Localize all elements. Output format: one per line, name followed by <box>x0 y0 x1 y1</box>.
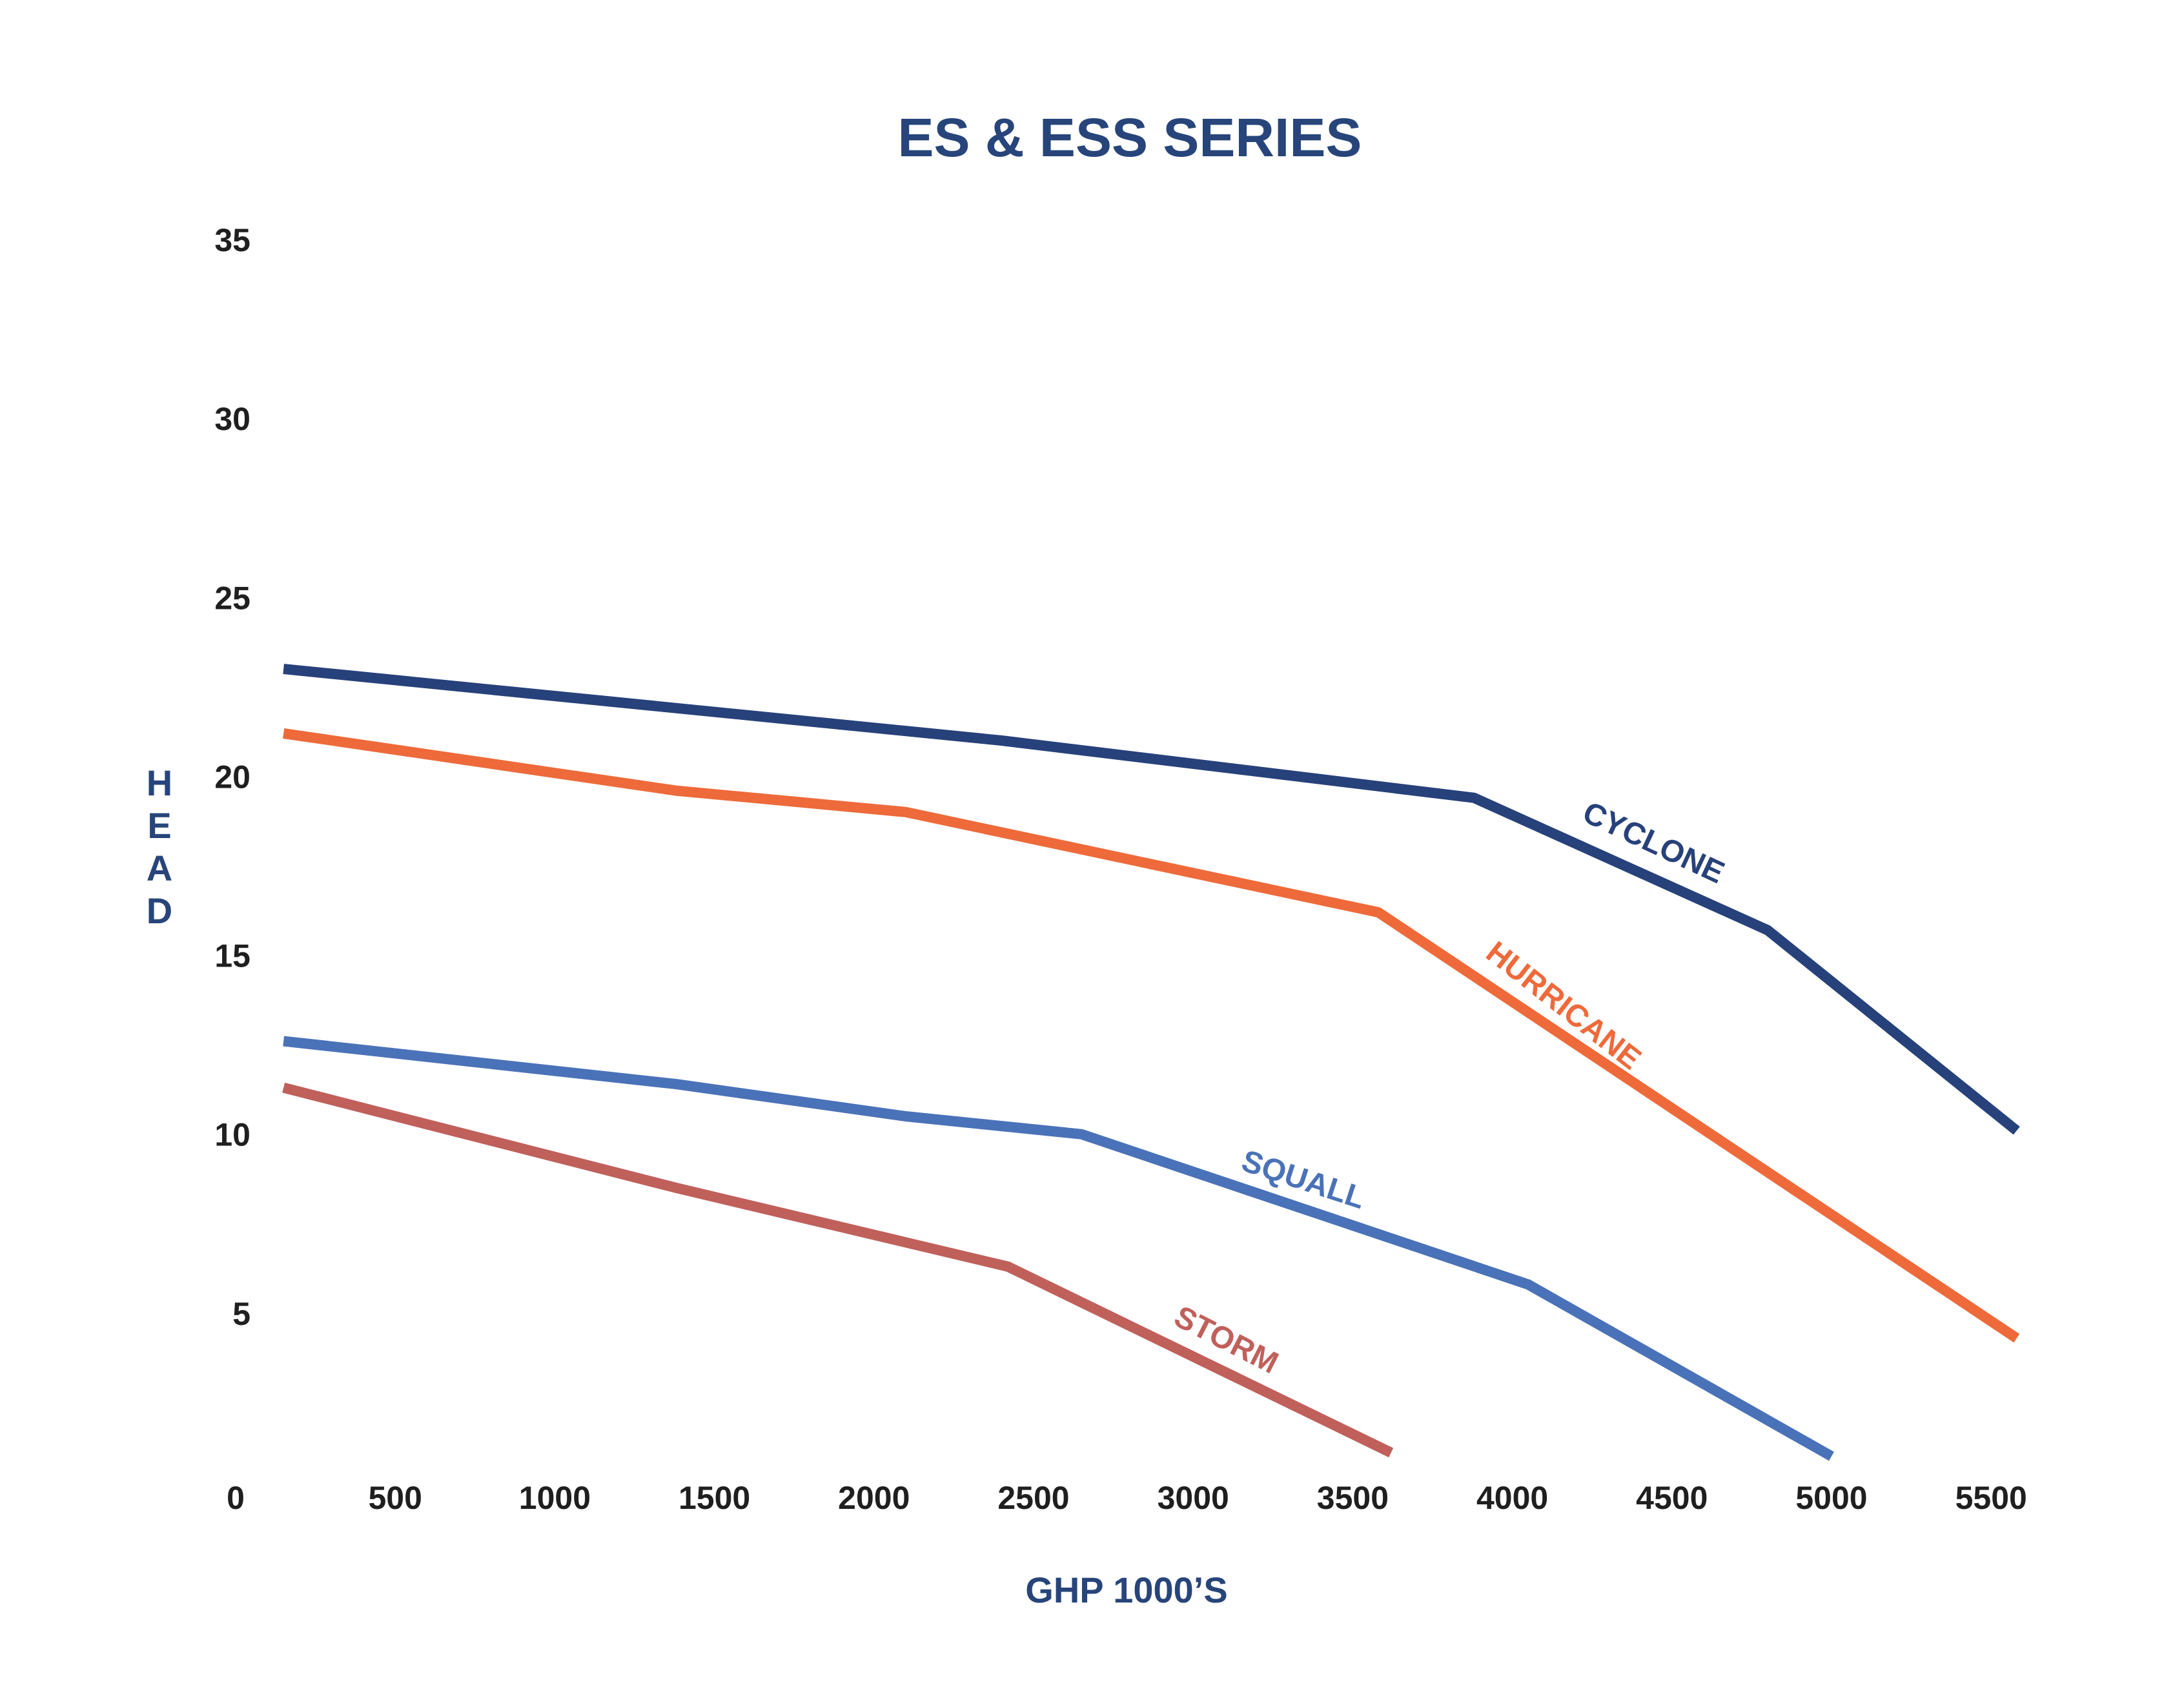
x-tick-label: 500 <box>368 1480 422 1516</box>
x-tick-label: 5000 <box>1795 1480 1867 1516</box>
y-axis-label-letter: H <box>147 763 172 803</box>
y-tick-label: 30 <box>214 401 250 437</box>
series-line-hurricane <box>283 728 2020 1343</box>
x-axis-ticks: 0 500 1000 1500 2000 2500 3000 3500 4000 4500 5000… <box>227 1480 2027 1516</box>
y-tick-label: 20 <box>214 759 250 795</box>
y-tick-label: 10 <box>214 1117 250 1153</box>
x-tick-label: 0 <box>227 1480 245 1516</box>
x-tick-label: 3000 <box>1158 1480 1229 1516</box>
y-tick-label: 5 <box>232 1296 250 1332</box>
x-axis-label: GHP 1000’S <box>1025 1570 1227 1610</box>
x-tick-label: 4500 <box>1636 1480 1708 1516</box>
series-line-squall <box>283 1036 1834 1461</box>
series-line-cyclone <box>283 664 2020 1135</box>
x-tick-label: 2500 <box>997 1480 1069 1516</box>
series-label-hurricane: HURRICANE <box>1480 935 1648 1076</box>
x-tick-label: 5500 <box>1955 1480 2027 1516</box>
series-lines <box>282 664 2020 1461</box>
x-tick-label: 1000 <box>519 1480 591 1516</box>
y-axis-label-letter: A <box>147 848 172 888</box>
y-tick-label: 25 <box>214 580 250 616</box>
x-tick-label: 3500 <box>1317 1480 1389 1516</box>
y-axis-label-letter: E <box>147 805 171 846</box>
x-tick-label: 4000 <box>1476 1480 1548 1516</box>
x-tick-label: 2000 <box>838 1480 910 1516</box>
x-tick-label: 1500 <box>679 1480 750 1516</box>
series-line-storm <box>282 1082 1394 1458</box>
chart-title: ES & ESS SERIES <box>898 107 1362 168</box>
y-tick-label: 15 <box>214 938 250 974</box>
y-axis-ticks: 5 10 15 20 25 30 35 <box>214 222 250 1332</box>
y-tick-label: 35 <box>214 222 250 258</box>
y-axis-label-letter: D <box>147 890 172 931</box>
